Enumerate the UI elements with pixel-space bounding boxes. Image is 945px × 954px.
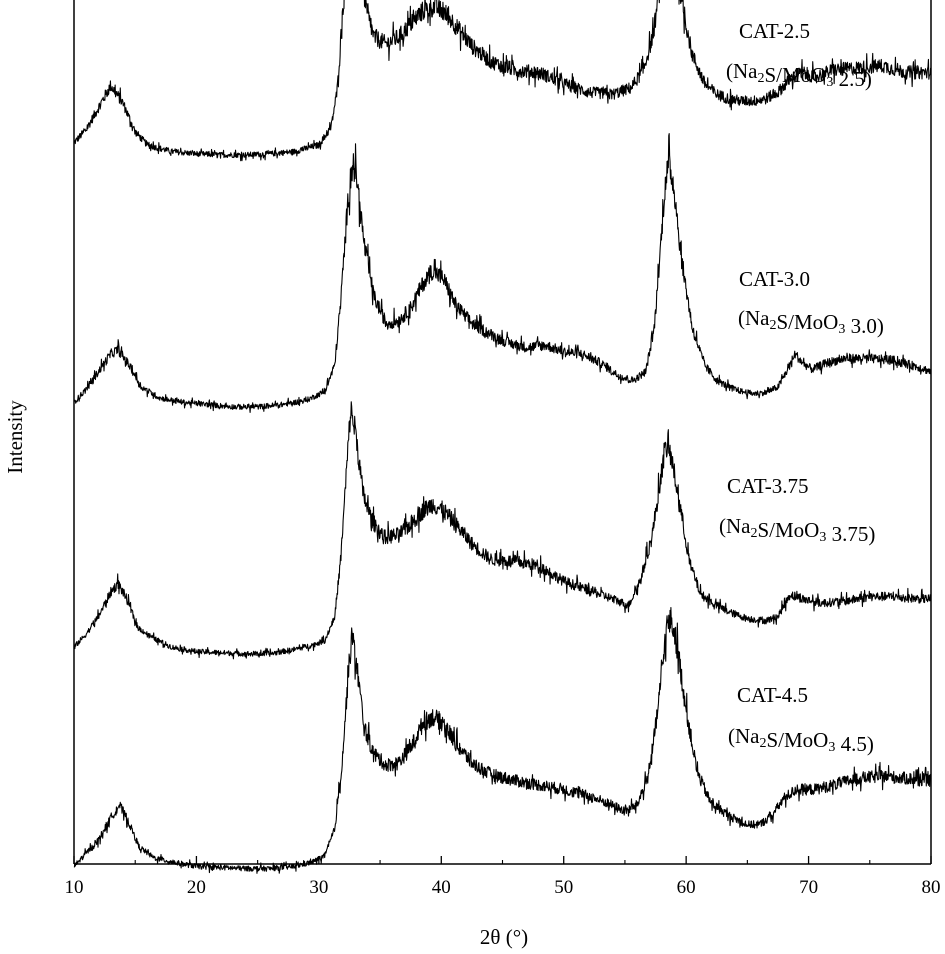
- series-label-ratio: (Na2S/MoO3 2.5): [726, 59, 872, 91]
- series-label-ratio: (Na2S/MoO3 4.5): [728, 724, 874, 756]
- x-tick-label: 50: [554, 877, 573, 898]
- x-tick-label: 40: [432, 877, 451, 898]
- x-axis-label: 2θ (°): [480, 925, 528, 949]
- x-ticks: [73, 856, 932, 864]
- y-axis-label: Intensity: [3, 400, 27, 474]
- series-trace-cat-3-75: [73, 401, 932, 660]
- series-label-name: CAT-3.0: [739, 267, 810, 291]
- series-group: [73, 0, 932, 874]
- series-label-name: CAT-3.75: [727, 474, 809, 498]
- series-label-ratio: (Na2S/MoO3 3.0): [738, 306, 884, 338]
- series-label-ratio: (Na2S/MoO3 3.75): [719, 514, 875, 546]
- x-tick-label: 20: [187, 877, 206, 898]
- x-tick-label: 70: [799, 877, 818, 898]
- x-tick-label: 80: [922, 877, 941, 898]
- series-trace-cat-3-0: [73, 133, 932, 413]
- series-trace-cat-2-5: [73, 0, 932, 162]
- x-tick-label: 60: [677, 877, 696, 898]
- x-tick-label: 30: [309, 877, 328, 898]
- series-labels: CAT-2.5 (Na2S/MoO3 2.5) CAT-3.0 (Na2S/MoO3 …: [719, 19, 884, 756]
- series-label-name: CAT-4.5: [737, 683, 808, 707]
- x-tick-label: 10: [65, 877, 84, 898]
- series-label-name: CAT-2.5: [739, 19, 810, 43]
- x-tick-labels: 10 20 30 40 50 60 70 80: [65, 877, 941, 898]
- series-trace-cat-4-5: [73, 607, 932, 874]
